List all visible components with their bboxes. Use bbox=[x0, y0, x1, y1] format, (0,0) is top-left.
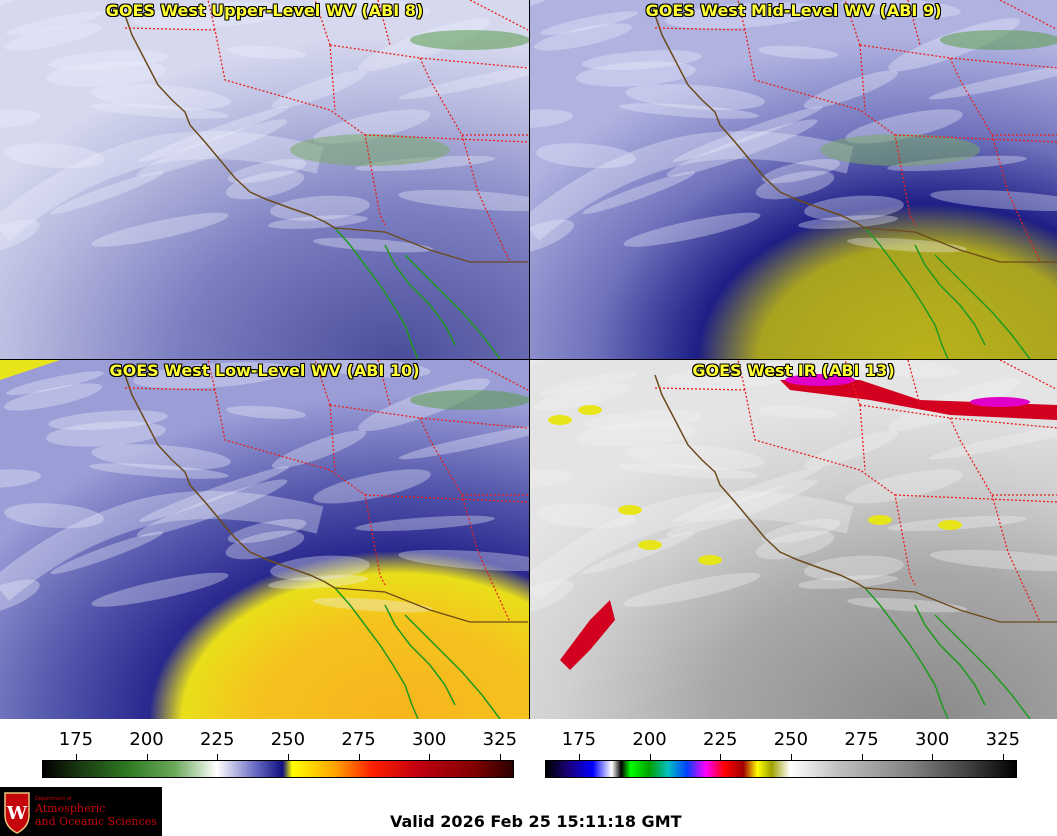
upper-level-wv-panel: GOES West Upper-Level WV (ABI 8) bbox=[0, 0, 529, 359]
ir-tick-label: 250 bbox=[773, 729, 809, 750]
tick-mark bbox=[790, 754, 792, 760]
wv-tick-label: 250 bbox=[270, 729, 306, 750]
wv-tick-label: 175 bbox=[58, 729, 94, 750]
logo-line-1: Department of bbox=[35, 796, 72, 802]
tick-mark bbox=[649, 754, 651, 760]
tick-mark bbox=[75, 754, 77, 760]
low-level-wv-image bbox=[0, 360, 529, 719]
tick-mark bbox=[217, 754, 219, 760]
panel-title: GOES West Upper-Level WV (ABI 8) bbox=[105, 1, 424, 20]
tick-mark bbox=[146, 754, 148, 760]
valid-time-label: Valid 2026 Feb 25 15:11:18 GMT bbox=[390, 812, 682, 831]
logo-line-2: Atmospheric bbox=[35, 802, 106, 815]
ir-panel: GOES West IR (ABI 13) bbox=[530, 360, 1057, 719]
logo-line-3: and Oceanic Sciences bbox=[35, 815, 157, 828]
ir-tick-label: 175 bbox=[561, 729, 597, 750]
wv-colorbar-strip bbox=[42, 760, 514, 778]
tick-mark bbox=[429, 754, 431, 760]
ir-tick-label: 225 bbox=[703, 729, 738, 750]
panel-title: GOES West Low-Level WV (ABI 10) bbox=[109, 361, 420, 380]
tick-mark bbox=[578, 754, 580, 760]
wv-tick-label: 225 bbox=[200, 729, 235, 750]
panel-title: GOES West Mid-Level WV (ABI 9) bbox=[645, 1, 942, 20]
ir-tick-label: 200 bbox=[632, 729, 667, 750]
ir-tick-label: 325 bbox=[985, 729, 1021, 750]
tick-mark bbox=[499, 754, 501, 760]
tick-mark bbox=[861, 754, 863, 760]
mid-level-wv-image bbox=[530, 0, 1057, 359]
wv-tick-label: 325 bbox=[482, 729, 518, 750]
aos-logo: W Department of Atmospheric and Oceanic … bbox=[0, 787, 162, 836]
ir-tick-label: 300 bbox=[915, 729, 950, 750]
wv-tick-label: 300 bbox=[412, 729, 447, 750]
panel-title: GOES West IR (ABI 13) bbox=[692, 361, 895, 380]
low-level-wv-panel: GOES West Low-Level WV (ABI 10) bbox=[0, 360, 529, 719]
ir-tick-label: 275 bbox=[844, 729, 879, 750]
ir-image bbox=[530, 360, 1057, 719]
tick-mark bbox=[932, 754, 934, 760]
svg-text:W: W bbox=[6, 803, 28, 824]
panel-divider-horizontal bbox=[0, 359, 1057, 360]
tick-mark bbox=[287, 754, 289, 760]
uw-crest-icon: W bbox=[4, 792, 30, 834]
tick-mark bbox=[720, 754, 722, 760]
wv-tick-label: 275 bbox=[341, 729, 376, 750]
ir-colorbar-strip bbox=[545, 760, 1017, 778]
tick-mark bbox=[1002, 754, 1004, 760]
mid-level-wv-panel: GOES West Mid-Level WV (ABI 9) bbox=[530, 0, 1057, 359]
upper-level-wv-image bbox=[0, 0, 529, 359]
wv-tick-label: 200 bbox=[129, 729, 164, 750]
tick-mark bbox=[358, 754, 360, 760]
